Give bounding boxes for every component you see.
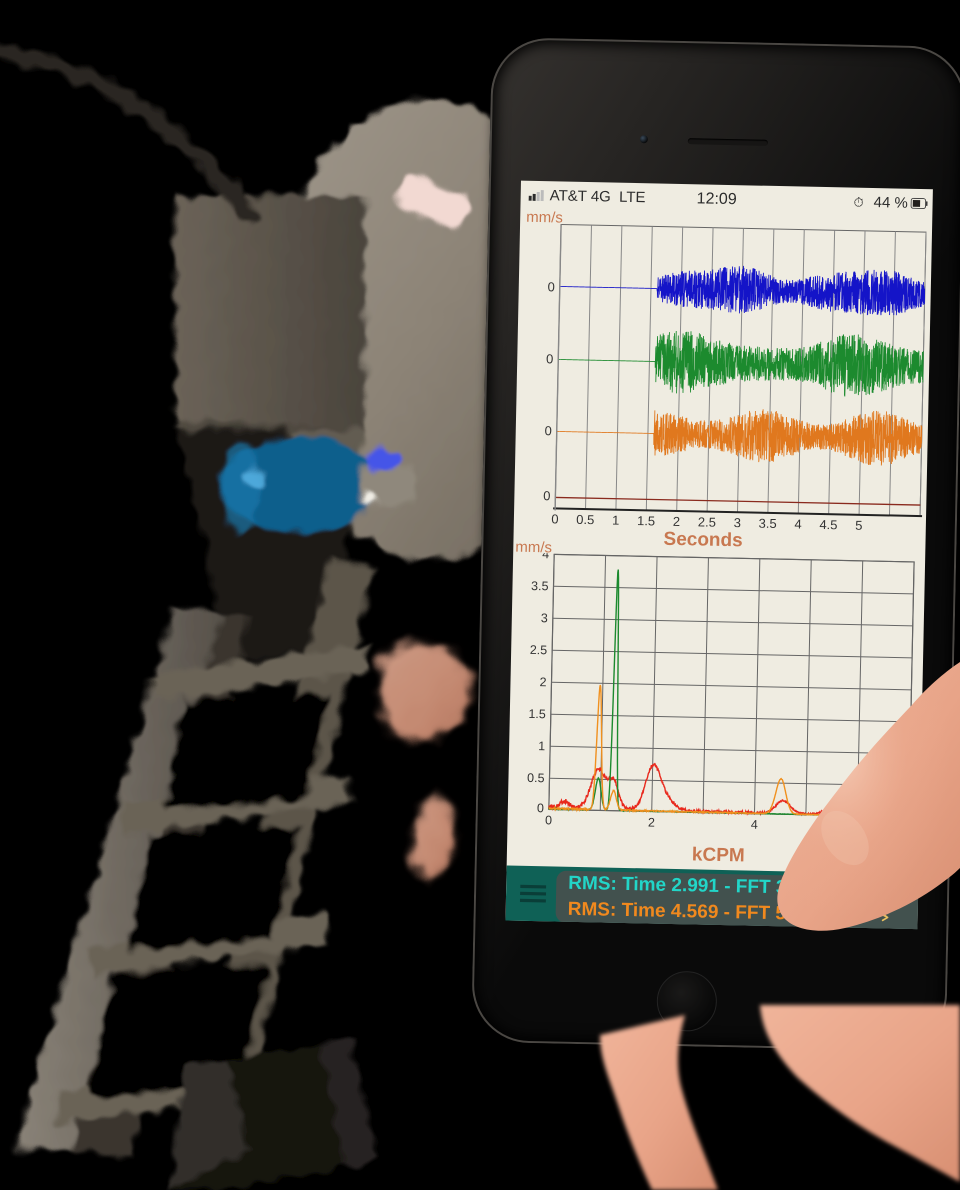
svg-text:2: 2 <box>539 675 546 689</box>
svg-text:0.5: 0.5 <box>527 771 545 785</box>
svg-text:1: 1 <box>538 739 545 753</box>
svg-text:2: 2 <box>648 815 655 829</box>
svg-text:1.5: 1.5 <box>528 707 546 721</box>
svg-text:0: 0 <box>543 488 551 503</box>
svg-text:3.5: 3.5 <box>758 516 776 531</box>
svg-text:0: 0 <box>545 813 552 827</box>
svg-text:0: 0 <box>544 423 552 438</box>
svg-text:1: 1 <box>612 513 620 528</box>
svg-text:3: 3 <box>541 611 548 625</box>
svg-text:2.5: 2.5 <box>530 643 548 657</box>
svg-text:4: 4 <box>794 516 802 531</box>
svg-text:4.5: 4.5 <box>819 517 837 531</box>
svg-text:0: 0 <box>546 351 554 366</box>
svg-text:0: 0 <box>551 511 559 526</box>
svg-text:4: 4 <box>542 553 549 562</box>
svg-text:0: 0 <box>547 279 555 294</box>
svg-text:1.5: 1.5 <box>637 513 655 528</box>
svg-text:2: 2 <box>673 514 681 529</box>
svg-text:5: 5 <box>855 518 863 531</box>
svg-text:6: 6 <box>854 820 861 834</box>
svg-text:0: 0 <box>537 801 544 815</box>
svg-text:3: 3 <box>734 515 742 530</box>
svg-text:3.5: 3.5 <box>531 579 549 593</box>
svg-text:2.5: 2.5 <box>698 514 716 529</box>
svg-text:4: 4 <box>751 818 758 832</box>
svg-text:0.5: 0.5 <box>576 512 594 527</box>
